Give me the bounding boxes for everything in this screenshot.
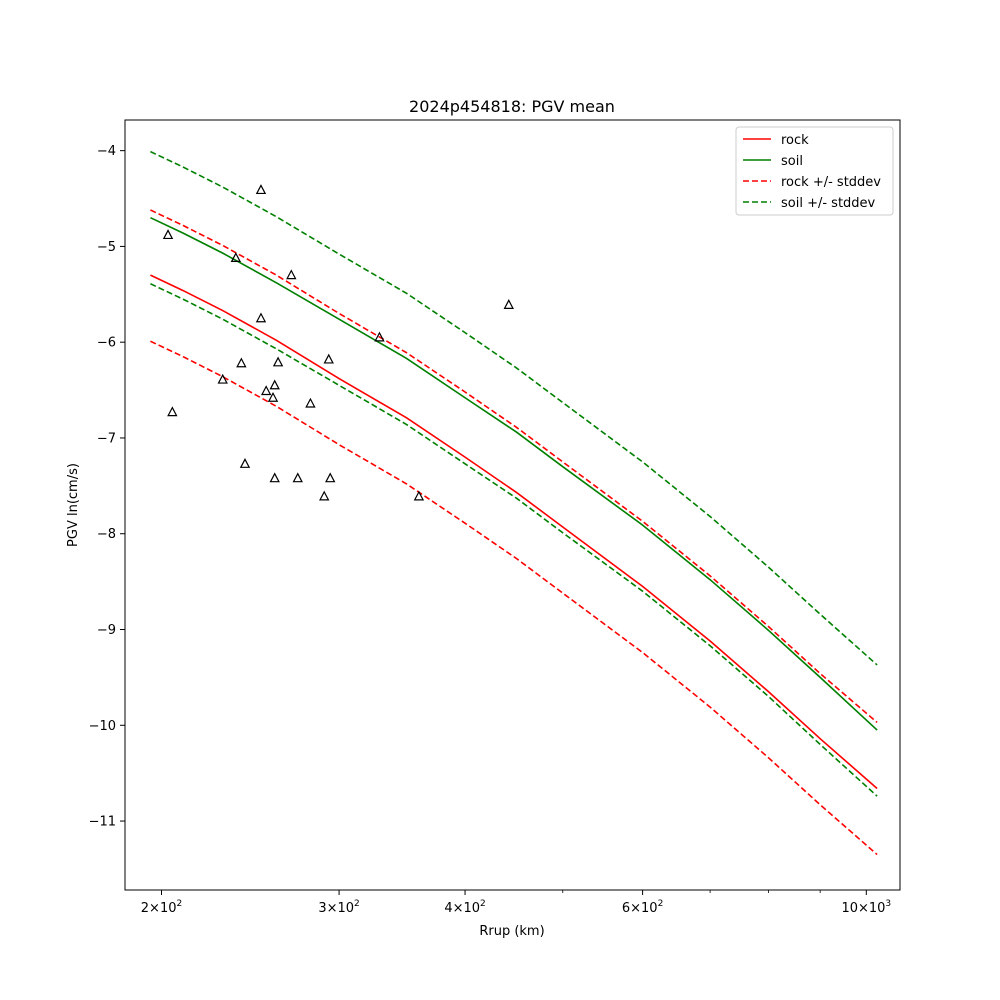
legend-box <box>735 126 894 216</box>
observation-marker-17 <box>323 353 334 364</box>
observation-marker-12 <box>272 356 284 367</box>
observation-marker-21 <box>503 299 514 309</box>
x-axis-label: Rrup (km) <box>479 924 544 939</box>
series-line-5 <box>150 283 878 797</box>
y-tick-label-2: −6 <box>97 336 116 351</box>
x-tick-label-0: 2×102 <box>141 899 182 916</box>
plot-area: 2×102 3×102 4×102 6×102 10×103 −4 −5 −6 −7 −8 −9 −1… <box>89 119 901 916</box>
series-line-3 <box>150 340 878 856</box>
observation-marker-8 <box>260 385 272 396</box>
x-tick-exponent-2: 2 <box>480 899 486 909</box>
legend: rock soil rock +/- stddev soil +/- stddev <box>735 126 894 216</box>
y-tick-label-3: −7 <box>97 431 116 446</box>
observation-marker-9 <box>267 391 279 402</box>
y-tick-label-0: −4 <box>97 144 116 159</box>
observation-marker-6 <box>255 184 267 195</box>
legend-label-2: rock +/- stddev <box>781 175 881 190</box>
observation-marker-15 <box>305 397 316 408</box>
observation-marker-13 <box>286 269 297 280</box>
x-tick-label-4: 10×103 <box>841 899 891 916</box>
observation-marker-1 <box>167 406 178 417</box>
observation-marker-11 <box>269 472 280 483</box>
x-tick-label-3: 6×102 <box>622 899 663 916</box>
x-tick-exponent-0: 2 <box>177 899 183 909</box>
x-tick-exponent-4: 3 <box>885 899 891 909</box>
series-line-0 <box>150 274 878 790</box>
chart-title: 2024p454818: PGV mean <box>409 97 615 116</box>
x-tick-label-2: 4×102 <box>444 899 485 916</box>
y-tick-label-4: −8 <box>97 527 116 542</box>
x-tick-exponent-3: 2 <box>658 899 664 909</box>
axes-frame <box>124 119 901 891</box>
legend-label-1: soil <box>781 154 803 169</box>
series-line-4 <box>150 150 878 666</box>
observation-marker-3 <box>236 357 247 368</box>
series-line-2 <box>150 209 878 724</box>
x-tick-label-1: 3×102 <box>318 899 359 916</box>
y-axis-label: PGV ln(cm/s) <box>66 463 81 547</box>
observation-marker-10 <box>269 379 280 390</box>
observation-marker-20 <box>413 490 425 501</box>
observation-marker-7 <box>255 312 267 323</box>
y-tick-label-6: −10 <box>89 719 116 734</box>
series-group <box>150 150 878 856</box>
y-tick-label-1: −5 <box>97 240 116 255</box>
observation-marker-18 <box>325 472 336 483</box>
observation-marker-0 <box>162 229 174 240</box>
x-tick-exponent-1: 2 <box>354 899 360 909</box>
series-line-1 <box>150 216 878 731</box>
observation-marker-14 <box>292 472 303 483</box>
y-tick-label-5: −9 <box>97 623 116 638</box>
observation-marker-2 <box>217 373 228 384</box>
observation-marker-5 <box>230 252 242 263</box>
legend-label-0: rock <box>781 133 809 148</box>
observation-marker-16 <box>319 490 330 501</box>
observation-marker-19 <box>374 331 385 342</box>
observation-marker-4 <box>239 458 251 468</box>
legend-label-3: soil +/- stddev <box>781 196 876 211</box>
y-tick-label-7: −11 <box>89 815 116 830</box>
